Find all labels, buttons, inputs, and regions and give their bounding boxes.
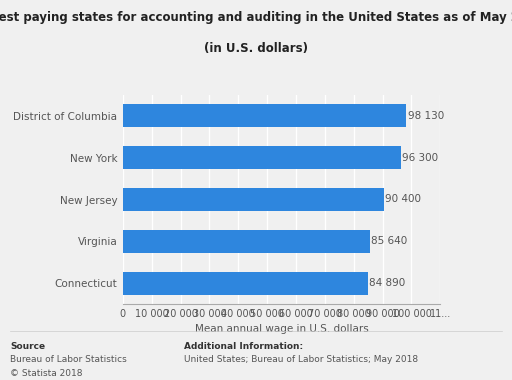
Text: 84 890: 84 890 bbox=[369, 278, 406, 288]
Bar bbox=[123, 230, 370, 253]
X-axis label: Mean annual wage in U.S. dollars: Mean annual wage in U.S. dollars bbox=[195, 325, 369, 334]
Bar bbox=[123, 146, 401, 169]
Text: © Statista 2018: © Statista 2018 bbox=[10, 369, 83, 378]
Bar bbox=[123, 188, 384, 211]
Text: (in U.S. dollars): (in U.S. dollars) bbox=[204, 42, 308, 55]
Text: Source: Source bbox=[10, 342, 46, 351]
Text: 96 300: 96 300 bbox=[402, 153, 438, 163]
Bar bbox=[123, 105, 406, 127]
Text: United States; Bureau of Labor Statistics; May 2018: United States; Bureau of Labor Statistic… bbox=[184, 355, 418, 364]
Text: 90 400: 90 400 bbox=[385, 195, 421, 204]
Text: Additional Information:: Additional Information: bbox=[184, 342, 304, 351]
Text: 85 640: 85 640 bbox=[372, 236, 408, 246]
Bar bbox=[123, 272, 368, 294]
Text: Highest paying states for accounting and auditing in the United States as of May: Highest paying states for accounting and… bbox=[0, 11, 512, 24]
Text: 98 130: 98 130 bbox=[408, 111, 444, 121]
Text: Bureau of Labor Statistics: Bureau of Labor Statistics bbox=[10, 355, 127, 364]
